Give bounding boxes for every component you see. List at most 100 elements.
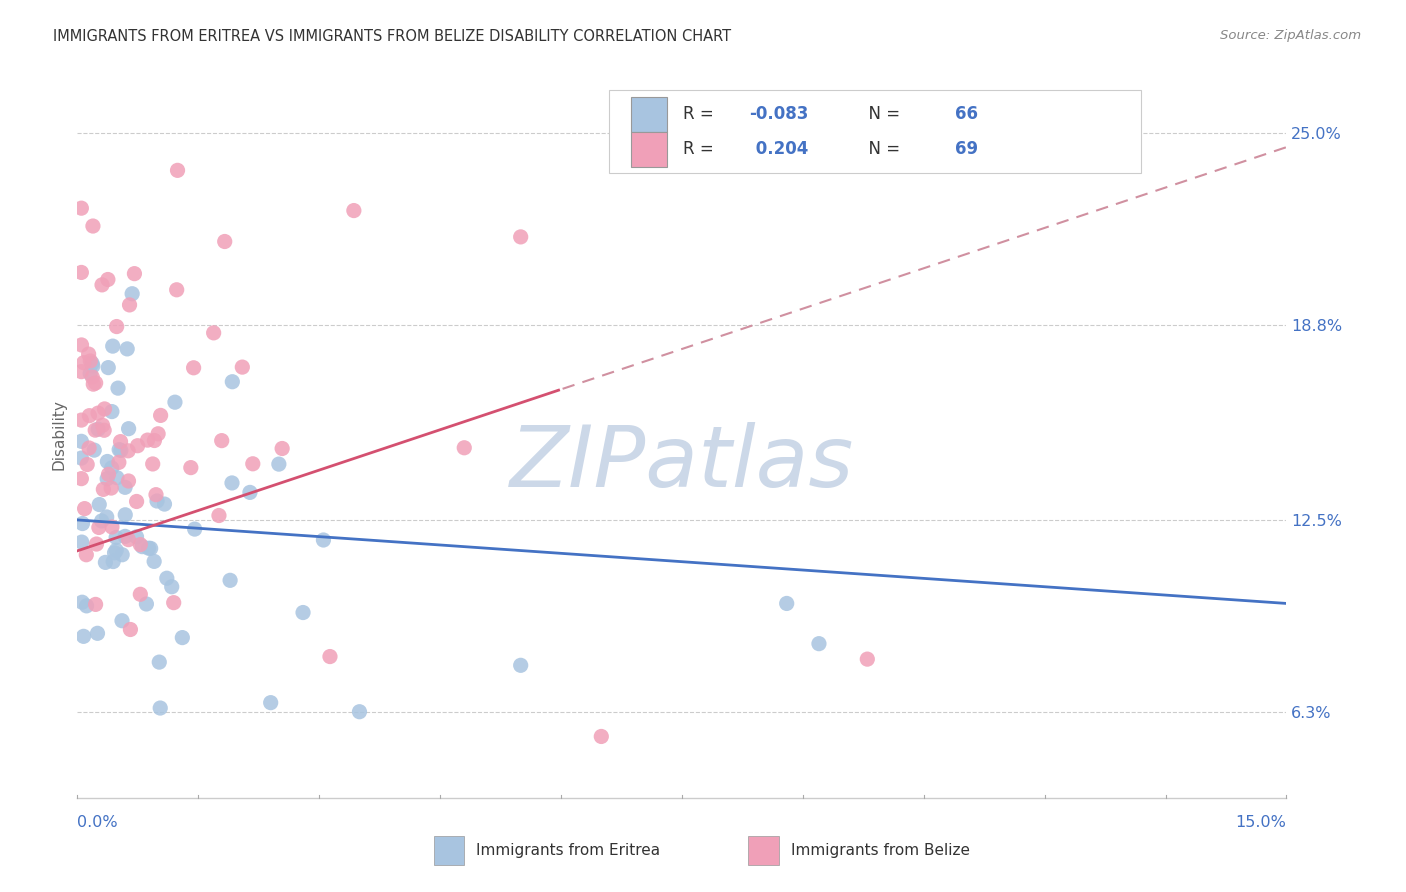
Point: [96, 510, 118, 524]
Point: [111, 548, 134, 562]
Text: Immigrants from Eritrea: Immigrants from Eritrea: [477, 843, 661, 858]
Point: [70, 201, 93, 215]
Point: [146, 426, 169, 441]
Point: [84, 598, 107, 612]
Point: [100, 461, 122, 475]
Point: [84, 376, 107, 390]
Text: 15.0%: 15.0%: [1236, 815, 1286, 830]
Point: [231, 360, 253, 375]
Point: [149, 701, 172, 715]
Point: [117, 533, 139, 547]
Point: [103, 546, 125, 560]
Text: Immigrants from Belize: Immigrants from Belize: [790, 843, 970, 858]
Point: [129, 538, 152, 552]
Text: 66: 66: [955, 105, 979, 123]
Point: [117, 443, 139, 458]
Point: [96, 472, 118, 486]
FancyBboxPatch shape: [631, 132, 668, 167]
Point: [312, 533, 335, 547]
Point: [118, 298, 141, 312]
Point: [260, 696, 283, 710]
Point: [70, 413, 93, 427]
Point: [82, 359, 104, 373]
Text: N =: N =: [859, 140, 905, 158]
Point: [70, 451, 93, 466]
Point: [70, 338, 93, 352]
Point: [97, 467, 120, 482]
Point: [86, 537, 108, 551]
Point: [166, 283, 188, 297]
Point: [101, 404, 124, 418]
Point: [105, 471, 128, 485]
Point: [208, 508, 231, 523]
Point: [87, 520, 110, 534]
Point: [153, 497, 176, 511]
Point: [82, 356, 104, 370]
Point: [82, 370, 104, 384]
Point: [343, 203, 366, 218]
Point: [121, 286, 143, 301]
Point: [79, 367, 101, 381]
Text: ZIPatlas: ZIPatlas: [510, 423, 853, 506]
Point: [509, 658, 531, 673]
Text: R =: R =: [683, 140, 718, 158]
Point: [776, 597, 799, 611]
Point: [143, 434, 166, 448]
Point: [115, 342, 138, 356]
Text: IMMIGRANTS FROM ERITREA VS IMMIGRANTS FROM BELIZE DISABILITY CORRELATION CHART: IMMIGRANTS FROM ERITREA VS IMMIGRANTS FR…: [53, 29, 731, 44]
Point: [101, 520, 124, 534]
Point: [138, 541, 160, 556]
Point: [97, 272, 120, 286]
Y-axis label: Disability: Disability: [51, 400, 66, 470]
Point: [79, 409, 101, 423]
Point: [86, 626, 108, 640]
Point: [105, 543, 128, 558]
Text: R =: R =: [683, 105, 718, 123]
Point: [82, 219, 104, 233]
FancyBboxPatch shape: [748, 836, 779, 865]
Point: [72, 629, 94, 643]
Point: [110, 434, 132, 449]
Text: -0.083: -0.083: [749, 105, 808, 123]
Point: [75, 548, 97, 562]
Point: [163, 395, 186, 409]
Point: [79, 354, 101, 368]
Point: [107, 381, 129, 395]
Point: [108, 455, 131, 469]
Point: [183, 522, 205, 536]
Point: [90, 514, 112, 528]
Point: [267, 457, 290, 471]
Point: [93, 483, 115, 497]
Point: [89, 498, 111, 512]
Point: [117, 474, 139, 488]
Point: [91, 277, 114, 292]
Point: [111, 614, 134, 628]
Point: [125, 494, 148, 508]
Point: [219, 574, 242, 588]
Point: [239, 485, 262, 500]
Point: [70, 535, 93, 549]
Point: [70, 595, 93, 609]
Point: [172, 631, 194, 645]
Point: [292, 606, 315, 620]
Point: [76, 599, 98, 613]
Point: [97, 360, 120, 375]
Point: [202, 326, 225, 340]
Point: [120, 623, 142, 637]
Point: [76, 458, 98, 472]
FancyBboxPatch shape: [434, 836, 464, 865]
Point: [129, 587, 152, 601]
Point: [148, 655, 170, 669]
Point: [70, 472, 93, 486]
Point: [114, 480, 136, 494]
Point: [82, 377, 104, 392]
Point: [114, 508, 136, 522]
Point: [319, 649, 342, 664]
Text: N =: N =: [859, 105, 905, 123]
Point: [93, 423, 115, 437]
Point: [73, 501, 96, 516]
Point: [856, 652, 879, 666]
Point: [211, 434, 233, 448]
Point: [349, 705, 371, 719]
Point: [84, 423, 107, 437]
